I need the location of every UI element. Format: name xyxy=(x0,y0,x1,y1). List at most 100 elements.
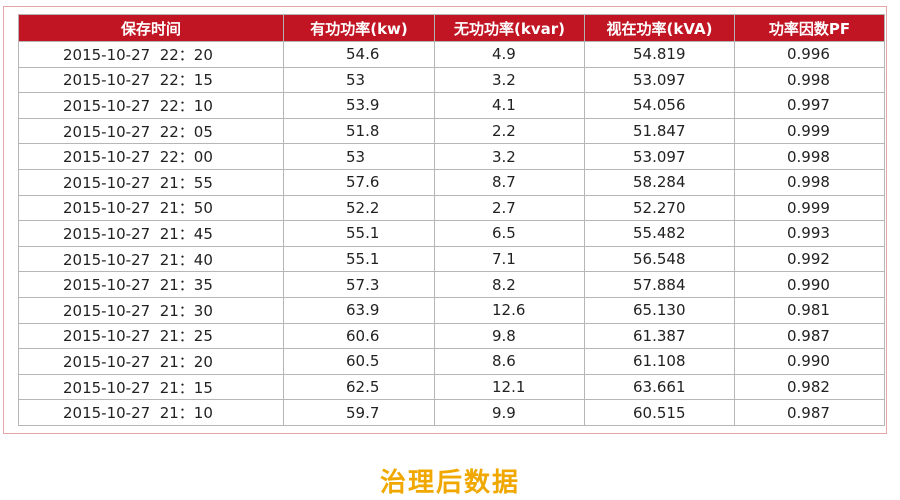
table-row: 2015-10-27 21：15 62.5 12.1 63.661 0.982 xyxy=(18,373,885,401)
table-row: 2015-10-27 21：10 59.7 9.9 60.515 0.987 xyxy=(18,399,885,426)
cell-active-power: 55.1 xyxy=(283,220,435,247)
cell-power-factor: 0.998 xyxy=(734,66,885,94)
table-row: 2015-10-27 21：55 57.6 8.7 58.284 0.998 xyxy=(18,168,885,196)
table-row: 2015-10-27 21：35 57.3 8.2 57.884 0.990 xyxy=(18,271,885,298)
cell-active-power: 51.8 xyxy=(283,117,435,145)
table-row: 2015-10-27 21：45 55.1 6.5 55.482 0.993 xyxy=(18,220,885,247)
cell-power-factor: 0.987 xyxy=(734,399,885,426)
cell-active-power: 52.2 xyxy=(283,194,435,222)
cell-save-time: 2015-10-27 21：10 xyxy=(18,399,284,426)
cell-apparent-power: 65.130 xyxy=(584,296,735,324)
cell-save-time: 2015-10-27 22：20 xyxy=(18,41,284,68)
cell-apparent-power: 51.847 xyxy=(584,117,735,145)
cell-reactive-power: 4.1 xyxy=(434,92,585,119)
table-row: 2015-10-27 22：05 51.8 2.2 51.847 0.999 xyxy=(18,117,885,145)
cell-reactive-power: 9.9 xyxy=(434,399,585,426)
cell-save-time: 2015-10-27 21：45 xyxy=(18,220,284,247)
cell-apparent-power: 54.819 xyxy=(584,41,735,68)
cell-reactive-power: 2.2 xyxy=(434,117,585,145)
cell-power-factor: 0.981 xyxy=(734,296,885,324)
table-row: 2015-10-27 21：50 52.2 2.7 52.270 0.999 xyxy=(18,194,885,222)
cell-apparent-power: 56.548 xyxy=(584,245,735,273)
table-row: 2015-10-27 21：20 60.5 8.6 61.108 0.990 xyxy=(18,348,885,375)
header-active-power: 有功功率(kw) xyxy=(283,14,435,42)
cell-active-power: 60.5 xyxy=(283,348,435,375)
cell-reactive-power: 8.2 xyxy=(434,271,585,298)
cell-active-power: 53.9 xyxy=(283,92,435,119)
cell-active-power: 57.6 xyxy=(283,168,435,196)
cell-apparent-power: 53.097 xyxy=(584,66,735,94)
cell-save-time: 2015-10-27 21：40 xyxy=(18,245,284,273)
cell-power-factor: 0.998 xyxy=(734,143,885,170)
table-row: 2015-10-27 22：20 54.6 4.9 54.819 0.996 xyxy=(18,41,885,68)
table-row: 2015-10-27 21：25 60.6 9.8 61.387 0.987 xyxy=(18,322,885,350)
cell-power-factor: 0.982 xyxy=(734,373,885,401)
cell-apparent-power: 55.482 xyxy=(584,220,735,247)
cell-power-factor: 0.999 xyxy=(734,194,885,222)
table-frame xyxy=(3,6,887,434)
power-data-table: 保存时间 有功功率(kw) 无功功率(kvar) 视在功率(kVA) 功率因数P… xyxy=(18,14,885,426)
cell-apparent-power: 63.661 xyxy=(584,373,735,401)
cell-reactive-power: 2.7 xyxy=(434,194,585,222)
table-row: 2015-10-27 22：15 53 3.2 53.097 0.998 xyxy=(18,66,885,94)
cell-save-time: 2015-10-27 21：20 xyxy=(18,348,284,375)
cell-save-time: 2015-10-27 22：05 xyxy=(18,117,284,145)
cell-save-time: 2015-10-27 21：50 xyxy=(18,194,284,222)
cell-active-power: 63.9 xyxy=(283,296,435,324)
cell-save-time: 2015-10-27 21：25 xyxy=(18,322,284,350)
table-header-row: 保存时间 有功功率(kw) 无功功率(kvar) 视在功率(kVA) 功率因数P… xyxy=(18,14,885,42)
cell-save-time: 2015-10-27 22：15 xyxy=(18,66,284,94)
cell-active-power: 60.6 xyxy=(283,322,435,350)
cell-apparent-power: 54.056 xyxy=(584,92,735,119)
cell-reactive-power: 3.2 xyxy=(434,66,585,94)
cell-active-power: 59.7 xyxy=(283,399,435,426)
cell-reactive-power: 12.6 xyxy=(434,296,585,324)
cell-save-time: 2015-10-27 22：10 xyxy=(18,92,284,119)
cell-reactive-power: 8.7 xyxy=(434,168,585,196)
cell-save-time: 2015-10-27 21：55 xyxy=(18,168,284,196)
cell-reactive-power: 9.8 xyxy=(434,322,585,350)
header-apparent-power: 视在功率(kVA) xyxy=(584,14,735,42)
cell-reactive-power: 3.2 xyxy=(434,143,585,170)
cell-active-power: 53 xyxy=(283,143,435,170)
cell-power-factor: 0.987 xyxy=(734,322,885,350)
cell-reactive-power: 7.1 xyxy=(434,245,585,273)
cell-power-factor: 0.992 xyxy=(734,245,885,273)
cell-power-factor: 0.998 xyxy=(734,168,885,196)
header-reactive-power: 无功功率(kvar) xyxy=(434,14,585,42)
table-row: 2015-10-27 21：40 55.1 7.1 56.548 0.992 xyxy=(18,245,885,273)
cell-apparent-power: 52.270 xyxy=(584,194,735,222)
cell-reactive-power: 12.1 xyxy=(434,373,585,401)
cell-apparent-power: 60.515 xyxy=(584,399,735,426)
table-row: 2015-10-27 21：30 63.9 12.6 65.130 0.981 xyxy=(18,296,885,324)
cell-active-power: 53 xyxy=(283,66,435,94)
table-body: 2015-10-27 22：20 54.6 4.9 54.819 0.996 2015-1… xyxy=(18,41,885,426)
cell-apparent-power: 53.097 xyxy=(584,143,735,170)
cell-reactive-power: 6.5 xyxy=(434,220,585,247)
cell-save-time: 2015-10-27 21：35 xyxy=(18,271,284,298)
cell-power-factor: 0.990 xyxy=(734,348,885,375)
cell-save-time: 2015-10-27 21：15 xyxy=(18,373,284,401)
cell-save-time: 2015-10-27 22：00 xyxy=(18,143,284,170)
table-row: 2015-10-27 22：10 53.9 4.1 54.056 0.997 xyxy=(18,92,885,119)
cell-active-power: 62.5 xyxy=(283,373,435,401)
table-row: 2015-10-27 22：00 53 3.2 53.097 0.998 xyxy=(18,143,885,170)
cell-power-factor: 0.997 xyxy=(734,92,885,119)
cell-apparent-power: 57.884 xyxy=(584,271,735,298)
cell-reactive-power: 4.9 xyxy=(434,41,585,68)
caption: 治理后数据 xyxy=(379,468,520,498)
cell-active-power: 57.3 xyxy=(283,271,435,298)
header-power-factor: 功率因数PF xyxy=(734,14,885,42)
cell-power-factor: 0.999 xyxy=(734,117,885,145)
header-save-time: 保存时间 xyxy=(18,14,284,42)
cell-power-factor: 0.993 xyxy=(734,220,885,247)
cell-save-time: 2015-10-27 21：30 xyxy=(18,296,284,324)
cell-apparent-power: 58.284 xyxy=(584,168,735,196)
cell-power-factor: 0.996 xyxy=(734,41,885,68)
cell-power-factor: 0.990 xyxy=(734,271,885,298)
cell-reactive-power: 8.6 xyxy=(434,348,585,375)
cell-apparent-power: 61.387 xyxy=(584,322,735,350)
cell-apparent-power: 61.108 xyxy=(584,348,735,375)
cell-active-power: 55.1 xyxy=(283,245,435,273)
